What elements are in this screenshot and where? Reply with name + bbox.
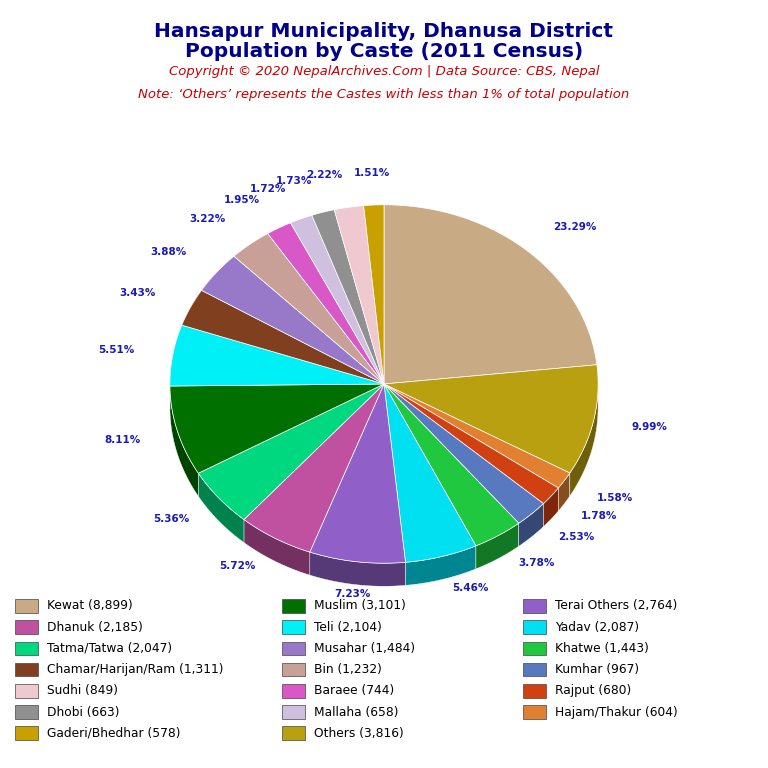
Text: 1.73%: 1.73% <box>276 177 312 187</box>
Polygon shape <box>558 473 570 511</box>
FancyBboxPatch shape <box>283 684 305 697</box>
FancyBboxPatch shape <box>523 641 546 655</box>
FancyBboxPatch shape <box>15 663 38 677</box>
Polygon shape <box>170 386 198 496</box>
FancyBboxPatch shape <box>15 599 38 613</box>
Polygon shape <box>544 488 558 527</box>
Polygon shape <box>384 384 476 562</box>
Text: 3.22%: 3.22% <box>190 214 226 224</box>
Text: Baraee (744): Baraee (744) <box>314 684 394 697</box>
Polygon shape <box>268 223 384 384</box>
FancyBboxPatch shape <box>15 641 38 655</box>
Text: 7.23%: 7.23% <box>334 589 370 599</box>
Text: 3.78%: 3.78% <box>518 558 555 568</box>
FancyBboxPatch shape <box>283 663 305 677</box>
Text: Muslim (3,101): Muslim (3,101) <box>314 599 406 612</box>
Text: 1.95%: 1.95% <box>224 195 260 205</box>
Polygon shape <box>476 523 519 569</box>
Polygon shape <box>384 365 598 473</box>
FancyBboxPatch shape <box>523 684 546 697</box>
Text: 1.72%: 1.72% <box>250 184 286 194</box>
Polygon shape <box>201 257 384 384</box>
Text: Sudhi (849): Sudhi (849) <box>47 684 118 697</box>
Polygon shape <box>290 215 384 384</box>
Text: Chamar/Harijan/Ram (1,311): Chamar/Harijan/Ram (1,311) <box>47 663 223 676</box>
Text: Hajam/Thakur (604): Hajam/Thakur (604) <box>554 706 677 719</box>
Text: Mallaha (658): Mallaha (658) <box>314 706 399 719</box>
Text: Kewat (8,899): Kewat (8,899) <box>47 599 133 612</box>
Text: Teli (2,104): Teli (2,104) <box>314 621 382 634</box>
Polygon shape <box>198 473 244 542</box>
Text: Dhobi (663): Dhobi (663) <box>47 706 119 719</box>
Text: 3.88%: 3.88% <box>150 247 187 257</box>
Polygon shape <box>384 384 558 504</box>
Polygon shape <box>244 519 310 575</box>
Text: Terai Others (2,764): Terai Others (2,764) <box>554 599 677 612</box>
Polygon shape <box>182 290 384 384</box>
Polygon shape <box>244 384 384 552</box>
FancyBboxPatch shape <box>15 621 38 634</box>
Polygon shape <box>334 206 384 384</box>
Text: 1.78%: 1.78% <box>581 511 617 521</box>
Text: 5.46%: 5.46% <box>452 583 488 593</box>
Polygon shape <box>234 233 384 384</box>
Text: 2.22%: 2.22% <box>306 170 343 180</box>
FancyBboxPatch shape <box>283 641 305 655</box>
Text: Dhanuk (2,185): Dhanuk (2,185) <box>47 621 143 634</box>
FancyBboxPatch shape <box>523 621 546 634</box>
Polygon shape <box>170 384 384 473</box>
Text: 5.72%: 5.72% <box>219 561 256 571</box>
Text: 5.51%: 5.51% <box>98 345 134 355</box>
Polygon shape <box>384 384 544 523</box>
Text: 1.51%: 1.51% <box>354 167 390 177</box>
FancyBboxPatch shape <box>283 621 305 634</box>
Text: 23.29%: 23.29% <box>553 222 596 232</box>
Text: 3.43%: 3.43% <box>119 289 156 299</box>
Polygon shape <box>384 384 570 488</box>
Text: Tatma/Tatwa (2,047): Tatma/Tatwa (2,047) <box>47 642 172 655</box>
Polygon shape <box>519 504 544 546</box>
Polygon shape <box>570 385 598 496</box>
Polygon shape <box>310 384 406 563</box>
FancyBboxPatch shape <box>523 599 546 613</box>
FancyBboxPatch shape <box>283 599 305 613</box>
Text: Musahar (1,484): Musahar (1,484) <box>314 642 415 655</box>
Text: Note: ‘Others’ represents the Castes with less than 1% of total population: Note: ‘Others’ represents the Castes wit… <box>138 88 630 101</box>
FancyBboxPatch shape <box>523 663 546 677</box>
FancyBboxPatch shape <box>283 727 305 740</box>
Text: Gaderi/Bhedhar (578): Gaderi/Bhedhar (578) <box>47 727 180 740</box>
FancyBboxPatch shape <box>15 727 38 740</box>
Text: 1.58%: 1.58% <box>597 493 633 503</box>
FancyBboxPatch shape <box>523 705 546 719</box>
Text: Hansapur Municipality, Dhanusa District: Hansapur Municipality, Dhanusa District <box>154 22 614 41</box>
Text: 9.99%: 9.99% <box>631 422 667 432</box>
Polygon shape <box>170 325 384 386</box>
Text: 8.11%: 8.11% <box>104 435 141 445</box>
FancyBboxPatch shape <box>15 684 38 697</box>
Polygon shape <box>406 546 476 585</box>
Text: Yadav (2,087): Yadav (2,087) <box>554 621 639 634</box>
Text: Bin (1,232): Bin (1,232) <box>314 663 382 676</box>
Text: 2.53%: 2.53% <box>558 532 594 542</box>
Polygon shape <box>312 210 384 384</box>
FancyBboxPatch shape <box>283 705 305 719</box>
Text: 5.36%: 5.36% <box>153 514 189 524</box>
Text: Khatwe (1,443): Khatwe (1,443) <box>554 642 649 655</box>
Text: Kumhar (967): Kumhar (967) <box>554 663 639 676</box>
Polygon shape <box>310 552 406 586</box>
Polygon shape <box>364 205 384 384</box>
FancyBboxPatch shape <box>15 705 38 719</box>
Text: Copyright © 2020 NepalArchives.Com | Data Source: CBS, Nepal: Copyright © 2020 NepalArchives.Com | Dat… <box>169 65 599 78</box>
Polygon shape <box>384 205 597 384</box>
Polygon shape <box>198 384 384 519</box>
Text: Rajput (680): Rajput (680) <box>554 684 631 697</box>
Polygon shape <box>384 384 519 546</box>
Text: Population by Caste (2011 Census): Population by Caste (2011 Census) <box>185 42 583 61</box>
Text: Others (3,816): Others (3,816) <box>314 727 404 740</box>
